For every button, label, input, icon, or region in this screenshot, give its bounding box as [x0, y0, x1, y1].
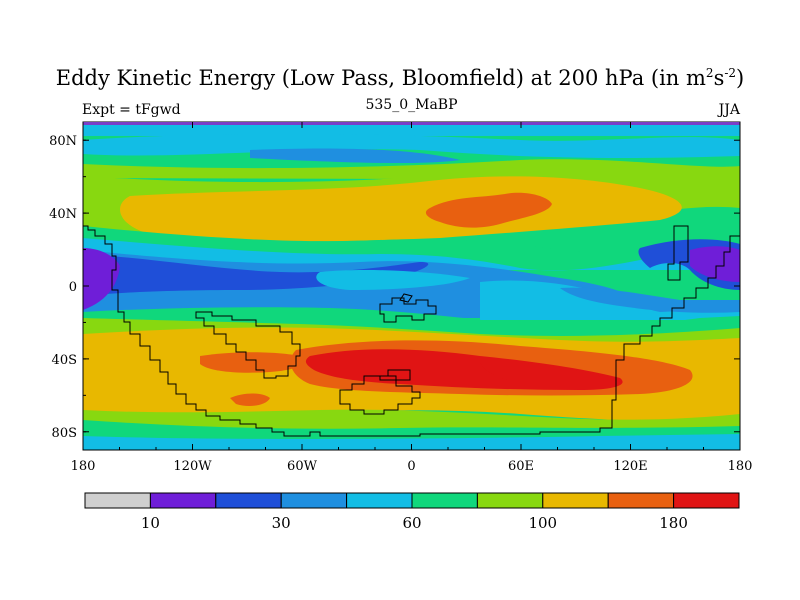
x-tick-label: 180	[71, 459, 96, 474]
colorbar-segment	[215, 492, 282, 509]
axes: 180 120W 60W 0 60E 120E 180 80N 40N 0 40S 80S	[49, 122, 752, 474]
x-tick-label: 0	[407, 459, 415, 474]
colorbar-segment	[411, 492, 478, 509]
colorbar-label: 60	[402, 514, 421, 532]
colorbar-segment	[542, 492, 609, 509]
y-tick-label: 80N	[49, 134, 77, 149]
colorbar-segment	[149, 492, 217, 509]
colorbar-label: 10	[141, 514, 160, 532]
colorbar-segment	[84, 492, 151, 509]
y-tick-label: 40N	[49, 207, 77, 222]
x-tick-label: 60E	[508, 459, 534, 474]
colorbar-segment	[346, 492, 413, 509]
colorbar-label: 180	[659, 514, 688, 532]
colorbar-label: 100	[528, 514, 557, 532]
colorbar-label: 30	[272, 514, 291, 532]
x-tick-label: 60W	[287, 459, 318, 474]
chart-title: Eddy Kinetic Energy (Low Pass, Bloomfiel…	[55, 66, 745, 90]
x-tick-label: 120E	[613, 459, 647, 474]
y-tick-label: 80S	[52, 426, 77, 441]
x-tick-label: 120W	[173, 459, 212, 474]
colorbar: 10 30 60 100 180	[84, 492, 740, 532]
y-tick-label: 0	[69, 280, 77, 295]
y-tick-label: 40S	[52, 353, 77, 368]
eke-field	[83, 122, 740, 450]
right-subtitle: JJA	[718, 102, 740, 118]
x-tick-label: 180	[728, 459, 753, 474]
colorbar-segment	[476, 492, 544, 509]
coastline-outlines	[83, 225, 740, 437]
colorbar-segment	[280, 492, 348, 509]
left-subtitle: Expt = tFgwd	[82, 102, 181, 118]
colorbar-segment	[673, 492, 740, 509]
colorbar-segment	[607, 492, 675, 509]
center-subtitle: 535_0_MaBP	[365, 97, 458, 113]
